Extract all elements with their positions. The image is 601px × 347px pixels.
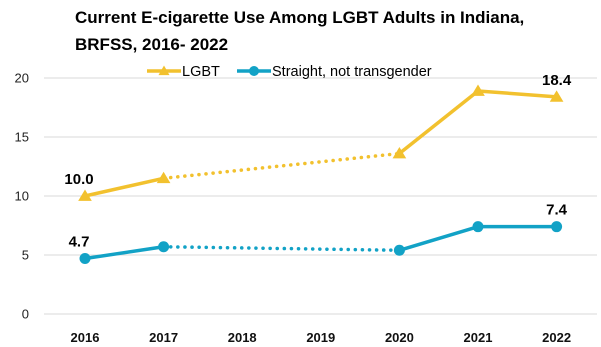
y-axis: 0 5 10 15 20: [15, 71, 29, 322]
y-tick-5: 5: [22, 248, 29, 263]
series-0-segment-0: [83, 176, 166, 198]
series-1-marker-4: [393, 244, 405, 256]
data-label-series-0-0: 10.0: [64, 171, 93, 188]
data-label-series-0-6: 18.4: [542, 72, 572, 89]
x-tick-2020: 2020: [385, 330, 414, 345]
gridlines: [44, 77, 597, 315]
x-axis: 2016 2017 2018 2019 2020 2021 2022: [71, 330, 572, 345]
y-tick-20: 20: [15, 71, 29, 86]
x-tick-2021: 2021: [464, 330, 493, 345]
series-0-marker-4: [392, 147, 407, 159]
series-0-marker-5: [471, 84, 485, 96]
x-tick-2018: 2018: [228, 330, 257, 345]
x-tick-2016: 2016: [71, 330, 100, 345]
series-0-segment-2: [397, 89, 480, 156]
series-1-segment-2: [397, 224, 480, 253]
y-tick-0: 0: [22, 307, 29, 322]
series-0-marker-0: [78, 189, 92, 201]
data-labels: 10.0 18.4 4.7 7.4: [64, 72, 571, 251]
chart-title-line-1: Current E-cigarette Use Among LGBT Adult…: [75, 8, 525, 27]
legend-label-0: LGBT: [182, 64, 220, 80]
x-tick-2022: 2022: [542, 330, 571, 345]
series-1-segment-0: [83, 244, 166, 261]
legend-marker-1: [249, 66, 259, 76]
legend: LGBT Straight, not transgender: [147, 64, 432, 80]
series-1-marker-6: [551, 221, 563, 233]
series-1-marker-5: [472, 221, 484, 233]
series-0-marker-6: [549, 90, 564, 102]
legend-label-1: Straight, not transgender: [272, 64, 432, 80]
y-tick-15: 15: [15, 130, 29, 145]
legend-marker-0: [158, 65, 170, 76]
y-tick-10: 10: [15, 189, 29, 204]
series-1-marker-1: [158, 241, 170, 253]
series-1-marker-0: [79, 253, 91, 265]
x-tick-2019: 2019: [306, 330, 335, 345]
chart-title: Current E-cigarette Use Among LGBT Adult…: [75, 4, 595, 58]
series-1-segment-1-dotted: [161, 244, 402, 253]
series-group: [78, 84, 564, 265]
series-0-segment-3: [476, 89, 559, 99]
data-label-series-1-0: 4.7: [69, 234, 90, 251]
data-label-series-1-6: 7.4: [546, 202, 568, 219]
chart-title-line-2: BRFSS, 2016- 2022: [75, 35, 229, 54]
series-0-marker-1: [156, 171, 171, 184]
x-tick-2017: 2017: [149, 330, 178, 345]
series-0-segment-1-dotted: [161, 151, 402, 181]
